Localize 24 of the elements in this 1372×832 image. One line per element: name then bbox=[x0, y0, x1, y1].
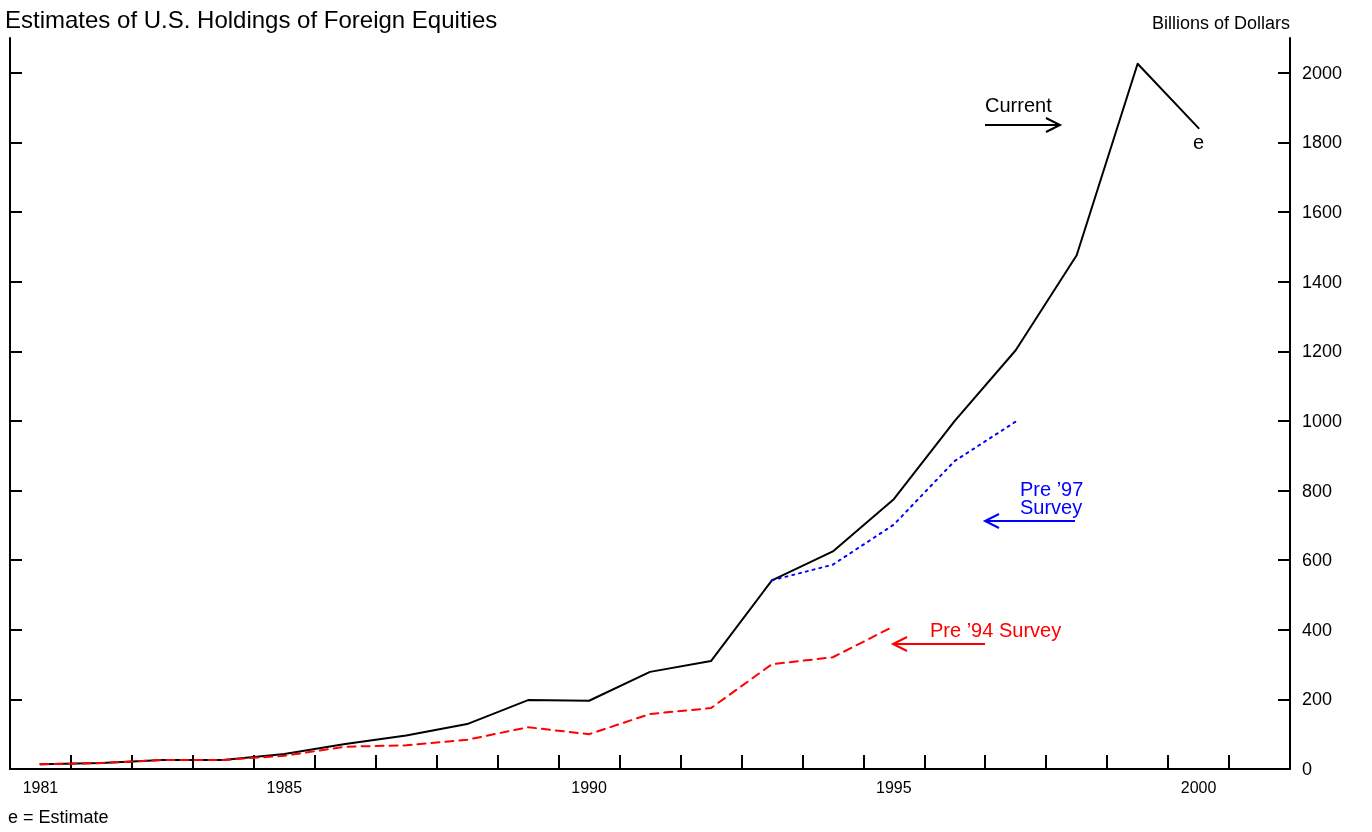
y-tick-label: 400 bbox=[1302, 619, 1333, 640]
y-tick-label: 1600 bbox=[1302, 202, 1343, 223]
x-tick-label: 1995 bbox=[876, 778, 912, 796]
x-tick-label: 2000 bbox=[1180, 778, 1217, 796]
legend-label: Pre ’94 Survey bbox=[930, 619, 1062, 641]
line-series bbox=[770, 420, 1017, 582]
x-tick-label: 1981 bbox=[22, 778, 59, 796]
y-tick-label: 600 bbox=[1302, 550, 1333, 571]
text: Current bbox=[985, 94, 1053, 116]
y-tick-label: 800 bbox=[1302, 480, 1333, 501]
text: Pre ’97 Survey bbox=[1020, 478, 1084, 518]
x-tick-label: 1990 bbox=[571, 778, 607, 796]
y-tick-label: 1400 bbox=[1302, 271, 1343, 292]
text: e = Estimate bbox=[8, 807, 109, 827]
y-tick-label: 1000 bbox=[1302, 410, 1343, 431]
x-tick-label: 1985 bbox=[266, 778, 303, 796]
annotation: e bbox=[1193, 131, 1205, 154]
y-tick-label: 1200 bbox=[1302, 341, 1343, 362]
y-tick-label: 2000 bbox=[1302, 62, 1343, 83]
y-axis-title: Billions of Dollars bbox=[1151, 13, 1290, 33]
y-tick-label: 1800 bbox=[1302, 132, 1343, 153]
y-tick-label: 200 bbox=[1302, 689, 1333, 710]
y-tick-label: 0 bbox=[1302, 759, 1313, 779]
chart-title: Estimates of U.S. Holdings of Foreign Equities bbox=[5, 5, 498, 33]
